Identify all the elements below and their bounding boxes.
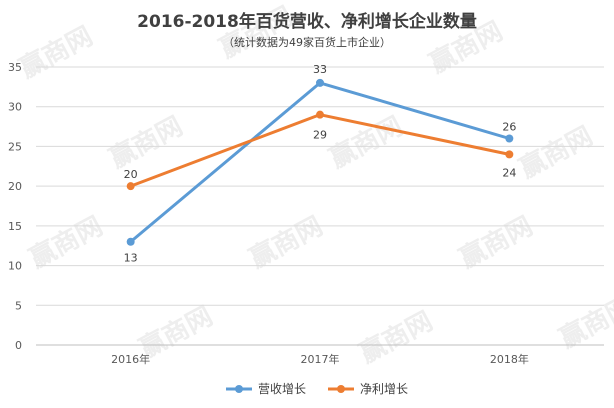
data-label: 29 bbox=[313, 129, 327, 142]
y-tick-label: 35 bbox=[8, 61, 22, 74]
data-point bbox=[505, 150, 514, 159]
watermark-text: 赢商网 bbox=[14, 20, 97, 84]
x-tick-label: 2016年 bbox=[111, 352, 150, 366]
watermark: 赢商网 bbox=[214, 0, 297, 64]
y-tick-label: 5 bbox=[15, 299, 22, 312]
x-tick-label: 2018年 bbox=[490, 352, 529, 366]
watermark: 赢商网 bbox=[24, 210, 107, 274]
y-tick-label: 30 bbox=[8, 101, 22, 114]
y-tick-label: 25 bbox=[8, 140, 22, 153]
chart-title: 2016-2018年百货营收、净利增长企业数量 bbox=[137, 11, 477, 32]
watermark-text: 赢商网 bbox=[214, 0, 297, 64]
series-line bbox=[129, 113, 511, 188]
x-axis: 2016年 2017年 2018年 bbox=[111, 352, 529, 366]
watermark-text: 赢商网 bbox=[244, 210, 327, 274]
legend-marker bbox=[337, 385, 345, 393]
watermark: 赢商网 bbox=[514, 120, 597, 184]
watermark-text: 赢商网 bbox=[514, 120, 597, 184]
data-point bbox=[316, 110, 324, 119]
data-label: 24 bbox=[502, 166, 516, 179]
watermark: 赢商网 bbox=[244, 210, 327, 274]
watermark: 赢商网 bbox=[354, 305, 437, 369]
y-tick-label: 0 bbox=[15, 339, 22, 352]
data-point bbox=[126, 182, 135, 191]
y-axis: 0 5 10 15 20 25 30 35 bbox=[8, 61, 22, 352]
watermark: 赢商网 bbox=[454, 210, 537, 274]
watermark: 赢商网 bbox=[14, 20, 97, 84]
data-label: 20 bbox=[124, 168, 138, 181]
legend-label: 营收增长 bbox=[258, 382, 306, 396]
chart-subtitle: （统计数据为49家百货上市企业） bbox=[223, 35, 391, 49]
data-point bbox=[316, 78, 324, 87]
y-tick-label: 10 bbox=[8, 260, 22, 273]
series-layer: 13 33 26 20 29 24 bbox=[124, 63, 517, 265]
x-tick-label: 2017年 bbox=[301, 352, 340, 366]
watermark-text: 赢商网 bbox=[354, 305, 437, 369]
watermark: 赢商网 bbox=[104, 110, 187, 174]
data-label: 33 bbox=[313, 63, 327, 76]
watermark-text: 赢商网 bbox=[104, 110, 187, 174]
data-label: 26 bbox=[502, 120, 516, 133]
watermark-text: 赢商网 bbox=[454, 210, 537, 274]
watermark-text: 赢商网 bbox=[24, 210, 107, 274]
legend: 营收增长 净利增长 bbox=[226, 382, 408, 396]
grid-lines bbox=[36, 66, 604, 346]
legend-label: 净利增长 bbox=[360, 382, 408, 396]
y-tick-label: 15 bbox=[8, 220, 22, 233]
legend-marker bbox=[235, 385, 243, 393]
data-label: 13 bbox=[124, 252, 138, 265]
watermark: 赢商网 bbox=[324, 110, 407, 174]
data-point bbox=[505, 134, 514, 143]
data-point bbox=[126, 237, 135, 246]
watermark-text: 赢商网 bbox=[324, 110, 407, 174]
y-tick-label: 20 bbox=[8, 180, 22, 193]
